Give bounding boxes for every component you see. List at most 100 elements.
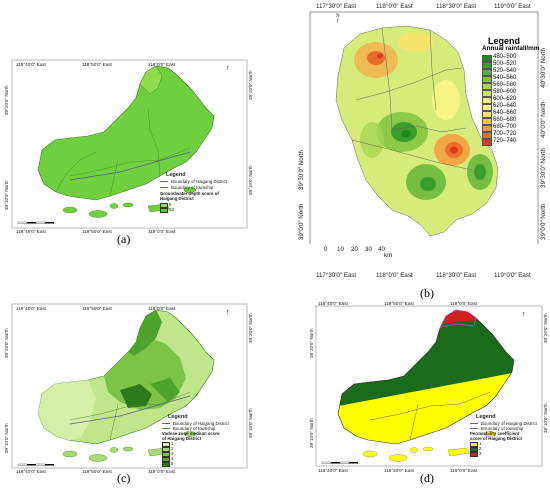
scale-label: 20 [351, 246, 358, 253]
legend-swatch [482, 118, 492, 125]
left-tick: 39°10′0″ North [4, 423, 9, 453]
legend-item-label: 1 [479, 441, 482, 446]
legend-item-label: 560–580 [493, 82, 517, 88]
legend-swatch [162, 442, 170, 447]
legend-swatch [470, 447, 478, 452]
bottom-tick: 118°50′0″ East [82, 229, 112, 234]
legend-title: Legend [476, 414, 496, 420]
legend-swatch [162, 452, 170, 457]
bottom-tick: 118°50′0″ East [82, 469, 112, 474]
bottom-tick: 119°0′0″ East [148, 229, 176, 234]
bottom-tick: 118°30′0″ East [436, 272, 477, 279]
legend-item-label: 1 [171, 441, 174, 446]
top-tick: 118°50′0″ East [384, 301, 414, 306]
legend-score-title: Permeability coefficient score of Haigan… [470, 431, 522, 441]
legend-item-label: 4 [171, 456, 174, 461]
legend-swatch [162, 462, 170, 467]
bottom-tick: 118°40′0″ East [16, 469, 46, 474]
legend-item-label: 700–720 [493, 131, 517, 137]
top-tick: 118°30′0″ East [436, 3, 477, 10]
scale-label: 30 [365, 246, 372, 253]
legend-title: Legend [166, 172, 186, 178]
legend-item-label: 580–600 [493, 89, 517, 95]
top-tick: 118°40′0″ East [318, 301, 348, 306]
legend-score-title: Groundwater depth score of Haigang Distr… [160, 191, 219, 201]
panel-caption: (c) [117, 471, 131, 485]
panel-d-map [315, 305, 543, 467]
left-tick: 39°20′0″ North [309, 328, 314, 358]
left-tick: 39°20′0″ North [4, 328, 9, 358]
legend-swatch [482, 83, 492, 90]
bottom-tick: 118°40′0″ East [16, 229, 46, 234]
legend-item-label: 3 [171, 451, 174, 456]
top-tick: 119°0′0″ East [148, 306, 176, 311]
legend-item-label: 2 [171, 446, 174, 451]
legend-swatch [482, 132, 492, 139]
legend-line-district: Boundary of Haigang District [173, 421, 229, 426]
legend-item-label: 640–660 [493, 110, 517, 116]
panel-caption: (a) [117, 232, 131, 246]
right-tick: 39°10′0″ North [248, 408, 253, 438]
bottom-tick: 119°0′0″ East [148, 469, 176, 474]
legend-item-label: 720–740 [493, 138, 517, 144]
top-tick: 118°50′0″ East [82, 306, 112, 311]
legend-item-label: 540–560 [493, 75, 517, 81]
legend-swatch [162, 457, 170, 462]
legend-item-label: 3 [479, 451, 482, 456]
north-arrow-icon: ↑ [226, 308, 230, 316]
panel-d: ↑ 118°40′0″ East 118°50′0″ East 119°0′0″… [308, 298, 550, 488]
legend-title: Legend [168, 414, 188, 420]
legend-swatch [482, 139, 492, 146]
legend-item-label: 660–680 [493, 117, 517, 123]
legend-swatch [482, 62, 492, 69]
bottom-tick: 118°0′0″ East [376, 272, 413, 279]
north-label: N [336, 14, 340, 19]
legend-line-township: Boundary of township [481, 426, 524, 431]
left-tick: 39°0′0″ North [298, 203, 305, 240]
scale-label: 40 [378, 246, 385, 253]
legend-swatch [162, 447, 170, 452]
right-tick: 39°20′0″ North [248, 313, 253, 343]
bottom-tick: 118°40′0″ East [318, 468, 348, 473]
legend-item-label: 520–540 [493, 68, 517, 74]
legend-item-label: 680–700 [493, 124, 517, 130]
legend-swatch [482, 69, 492, 76]
north-arrow-icon: ↑ [226, 64, 230, 72]
scale-label: 0 [324, 246, 328, 253]
legend: Legend Boundary of Haigang District Boun… [470, 414, 544, 460]
bottom-tick: 119°0′0″ East [494, 272, 531, 279]
bottom-tick: 117°30′0″ East [316, 272, 357, 279]
legend-subtitle: Annual rainfall/mm [482, 45, 540, 52]
panel-b-map [309, 11, 539, 244]
north-arrow-icon: ↑ [522, 310, 526, 318]
right-tick: 39°0′0″ North [540, 203, 547, 240]
top-tick: 119°0′0″ East [450, 301, 478, 306]
legend-swatch [482, 104, 492, 111]
legend-item-label: 620–640 [493, 103, 517, 109]
legend-item-label: 2 [479, 446, 482, 451]
legend-swatch [160, 203, 168, 208]
legend-swatch [482, 125, 492, 132]
top-tick: 119°0′0″ East [148, 62, 176, 67]
legend-line-township: Boundary of township [171, 185, 214, 190]
legend-swatch [482, 55, 492, 62]
right-tick: 39°10′0″ North [248, 165, 253, 195]
panel-a-map [11, 59, 248, 229]
right-tick: 39°20′0″ North [543, 313, 548, 343]
legend-item-label: 5 [171, 461, 174, 466]
top-tick: 117°30′0″ East [316, 3, 357, 10]
panel-c: ↑ 118°40′0″ East 118°50′0″ East 119°0′0″… [0, 298, 275, 488]
left-tick: 39°10′0″ North [309, 418, 314, 448]
legend-swatch [470, 452, 478, 457]
panel-a: ↑ 118°40′0″ East 118°50′0″ East 119°0′0″… [0, 0, 275, 246]
scale-label: 10 [337, 246, 344, 253]
legend-title: Legend [488, 36, 521, 46]
legend-line-district: Boundary of Haigang District [481, 421, 537, 426]
legend-score-title: Vadose zone medium score of Haigang Dist… [162, 431, 220, 441]
legend-swatch [482, 97, 492, 104]
legend-item-label: 500–520 [493, 61, 517, 67]
scale-unit: km [384, 252, 393, 259]
left-tick: 39°10′0″ North [4, 180, 9, 210]
north-arrow-icon: ↑ [336, 17, 340, 25]
left-tick: 39°30′0″ North [298, 150, 305, 190]
